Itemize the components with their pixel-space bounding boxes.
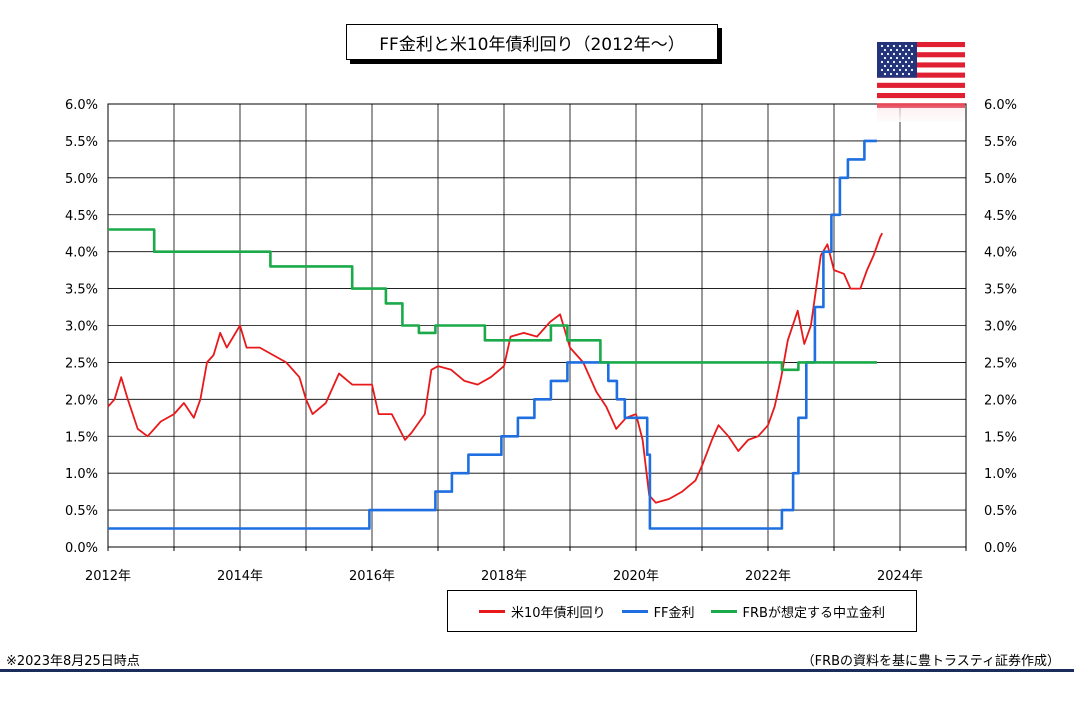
series-layer [107,139,883,530]
footnote-source: （FRBの資料を基に豊トラスティ証券作成） [801,654,1060,669]
y-tick-label-right: 3.0% [984,320,1017,335]
axis-labels: 0.0% 0.0% 0.5% 0.5% 1.0% 1.0% 1.5% 1.5% 2.0% 2.0%… [65,98,1017,584]
y-tick-label-left: 1.0% [65,467,98,482]
y-tick-label-right: 1.0% [984,467,1017,482]
y-tick-label-right: 1.5% [984,430,1017,445]
legend-item-ff-rate: FF金利 [621,602,695,621]
y-tick-label-right: 4.0% [984,246,1017,261]
footnote-date: ※2023年8月25日時点 [6,654,140,669]
bottom-rule [0,669,1074,672]
y-tick-label-left: 4.0% [65,246,98,261]
y-tick-label-left: 5.0% [65,172,98,187]
legend-item-neutral-rate: FRBが想定する中立金利 [710,602,885,621]
y-tick-label-right: 5.5% [984,135,1017,150]
y-tick-label-left: 3.5% [65,283,98,298]
legend-item-yield: 米10年債利回り [479,602,606,621]
y-tick-label-right: 6.0% [984,98,1017,113]
x-tick-label: 2024年 [877,569,923,584]
y-tick-label-right: 2.0% [984,393,1017,408]
y-tick-label-left: 6.0% [65,98,98,113]
y-tick-label-left: 2.5% [65,356,98,371]
x-tick-label: 2022年 [745,569,791,584]
y-tick-label-right: 5.0% [984,172,1017,187]
chart-title: FF金利と米10年債利回り（2012年～） [346,24,718,60]
y-tick-label-left: 3.0% [65,320,98,335]
y-tick-label-right: 4.5% [984,209,1017,224]
us-flag-icon [877,42,965,122]
y-tick-label-right: 3.5% [984,283,1017,298]
legend-label-ff-rate: FF金利 [653,605,695,621]
series-line-1 [108,139,877,530]
y-tick-label-left: 0.5% [65,504,98,519]
series-line-2 [108,228,877,372]
x-tick-label: 2014年 [217,569,263,584]
legend-swatch-yield [479,609,506,613]
legend-swatch-neutral-rate [710,609,737,613]
y-tick-label-left: 5.5% [65,135,98,150]
x-tick-label: 2012年 [85,569,131,584]
legend-label-yield: 米10年債利回り [511,605,606,621]
y-tick-label-right: 0.5% [984,504,1017,519]
y-tick-label-left: 4.5% [65,209,98,224]
legend-label-neutral-rate: FRBが想定する中立金利 [742,605,885,621]
legend-swatch-ff-rate [621,609,648,613]
legend: 米10年債利回り FF金利 FRBが想定する中立金利 [447,590,917,632]
y-tick-label-right: 2.5% [984,356,1017,371]
x-tick-label: 2020年 [613,569,659,584]
y-tick-label-left: 1.5% [65,430,98,445]
x-tick-label: 2018年 [481,569,527,584]
x-tick-label: 2016年 [349,569,395,584]
y-tick-label-left: 2.0% [65,393,98,408]
series-line-0 [107,232,883,504]
y-tick-label-right: 0.0% [984,541,1017,556]
y-tick-label-left: 0.0% [65,541,98,556]
